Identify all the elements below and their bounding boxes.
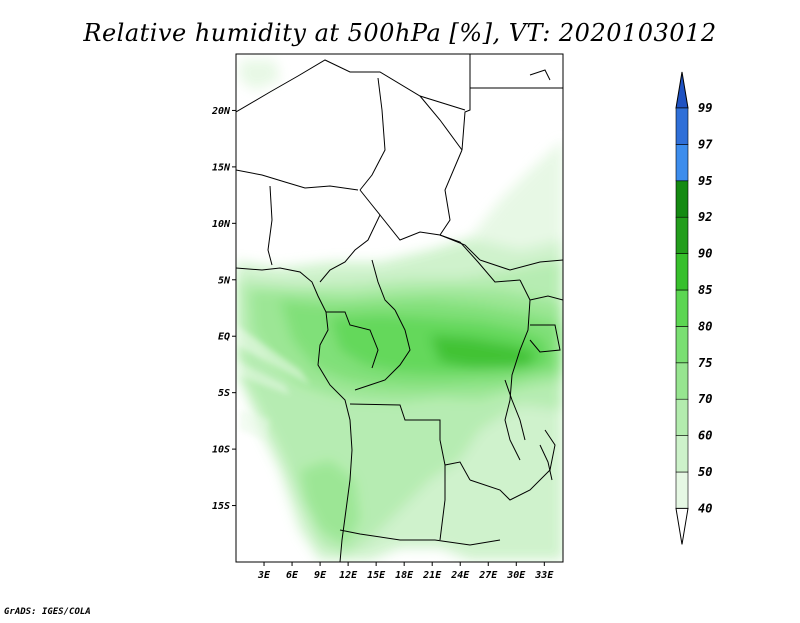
lon-tick-label: 15E: [367, 570, 386, 581]
humidity-region-wettest: [430, 335, 535, 368]
colorbar-label: 95: [698, 174, 712, 188]
border-nigeria: [267, 185, 273, 266]
latitude-axis: 20N 15N 10N 5N EQ 5S 10S 15S: [211, 106, 236, 512]
border-niger-chad: [359, 77, 386, 191]
map-panel: 20N 15N 10N 5N EQ 5S 10S 15S 3E 6E 9E 12E 15E 18E 21E…: [211, 53, 564, 581]
colorbar-segment: [675, 398, 689, 436]
humidity-streak-2: [236, 360, 290, 395]
lon-tick-label: 33E: [534, 570, 554, 581]
colorbar-label: 75: [698, 356, 712, 370]
colorbar-segment: [675, 471, 689, 509]
lat-tick-label: 5S: [218, 388, 230, 399]
colorbar-segment: [675, 253, 689, 291]
lon-tick-label: 27E: [478, 570, 498, 581]
border-uganda-kenya: [529, 295, 563, 301]
border-car: [379, 214, 521, 283]
map-frame: [235, 53, 564, 563]
border-cameroon-car: [371, 259, 396, 311]
lon-tick-label: 21E: [422, 570, 442, 581]
lon-tick-label: 30E: [506, 570, 526, 581]
colorbar-segment: [675, 326, 689, 364]
border-gabon-congo: [326, 311, 379, 369]
border-chad-sudan: [439, 149, 481, 261]
humidity-region-upper-left: [240, 60, 280, 90]
humidity-streak-1: [236, 325, 310, 385]
colorbar-segment: [675, 216, 689, 254]
colorbar-label: 99: [698, 101, 712, 115]
colorbar-top-arrow: [675, 71, 689, 109]
colorbar-segment: [675, 289, 689, 327]
figure-title: Relative humidity at 500hPa [%], VT: 202…: [82, 19, 716, 47]
colorbar-label: 90: [698, 247, 712, 261]
lat-tick-label: 5N: [218, 275, 231, 286]
lat-tick-label: 10N: [212, 219, 231, 230]
coastline-west-africa: [236, 267, 353, 562]
border-lake-victoria: [529, 324, 561, 353]
humidity-field: [236, 60, 563, 560]
border-mali-niger: [236, 169, 359, 191]
lon-tick-label: 9E: [314, 570, 327, 581]
border-zambia: [469, 429, 556, 501]
grads-credit: GrADS: IGES/COLA: [4, 607, 91, 617]
border-congo-drc: [354, 309, 411, 391]
border-libya-chad: [419, 95, 463, 151]
humidity-region-light-north: [470, 140, 563, 250]
lon-tick-label: 18E: [395, 570, 414, 581]
colorbar-segment: [675, 362, 689, 400]
colorbar-label: 70: [698, 392, 712, 406]
colorbar-label: 85: [698, 283, 712, 297]
lat-tick-label: 20N: [211, 106, 231, 117]
border-sudan-ethiopia: [479, 259, 563, 271]
lon-tick-label: 12E: [339, 570, 358, 581]
longitude-axis: 3E 6E 9E 12E 15E 18E 21E 24E 27E 30E 33E: [257, 562, 554, 581]
humidity-region-moist-south: [300, 460, 360, 545]
colorbar-segment: [675, 435, 689, 473]
coastline-red-sea: [529, 69, 551, 81]
border-drc-east: [504, 279, 531, 461]
border-angola-zambia: [439, 465, 446, 541]
lon-tick-label: 6E: [286, 570, 299, 581]
colorbar-label: 97: [698, 137, 713, 151]
colorbar-label: 50: [698, 465, 712, 479]
lat-tick-label: 10S: [212, 445, 230, 456]
lat-tick-label: 15S: [212, 501, 230, 512]
border-nigeria-cameroon: [319, 189, 381, 283]
colorbar-bottom-arrow: [675, 507, 689, 545]
border-lake-tanganyika: [504, 379, 526, 441]
colorbar-label: 92: [698, 210, 712, 224]
lon-tick-label: 3E: [257, 570, 271, 581]
border-lake-malawi: [539, 444, 553, 481]
colorbar-segment: [675, 107, 689, 145]
lat-tick-label: EQ: [218, 332, 230, 343]
colorbar-label: 40: [698, 501, 712, 515]
colorbar-segment: [675, 180, 689, 218]
colorbar-segment: [675, 144, 689, 182]
lon-tick-label: 24E: [450, 570, 470, 581]
border-namibia: [339, 529, 501, 546]
country-borders: [236, 54, 563, 562]
colorbar-label: 60: [698, 429, 712, 443]
border-sahara-north: [236, 59, 466, 113]
colorbar: 40 50 60 70 75 80 85 90 92 95 97 99: [675, 71, 713, 545]
colorbar-label: 80: [698, 319, 712, 333]
border-libya-egypt: [461, 54, 471, 151]
border-angola: [349, 403, 471, 481]
lat-tick-label: 15N: [212, 162, 231, 173]
humidity-streak-3: [240, 410, 270, 440]
